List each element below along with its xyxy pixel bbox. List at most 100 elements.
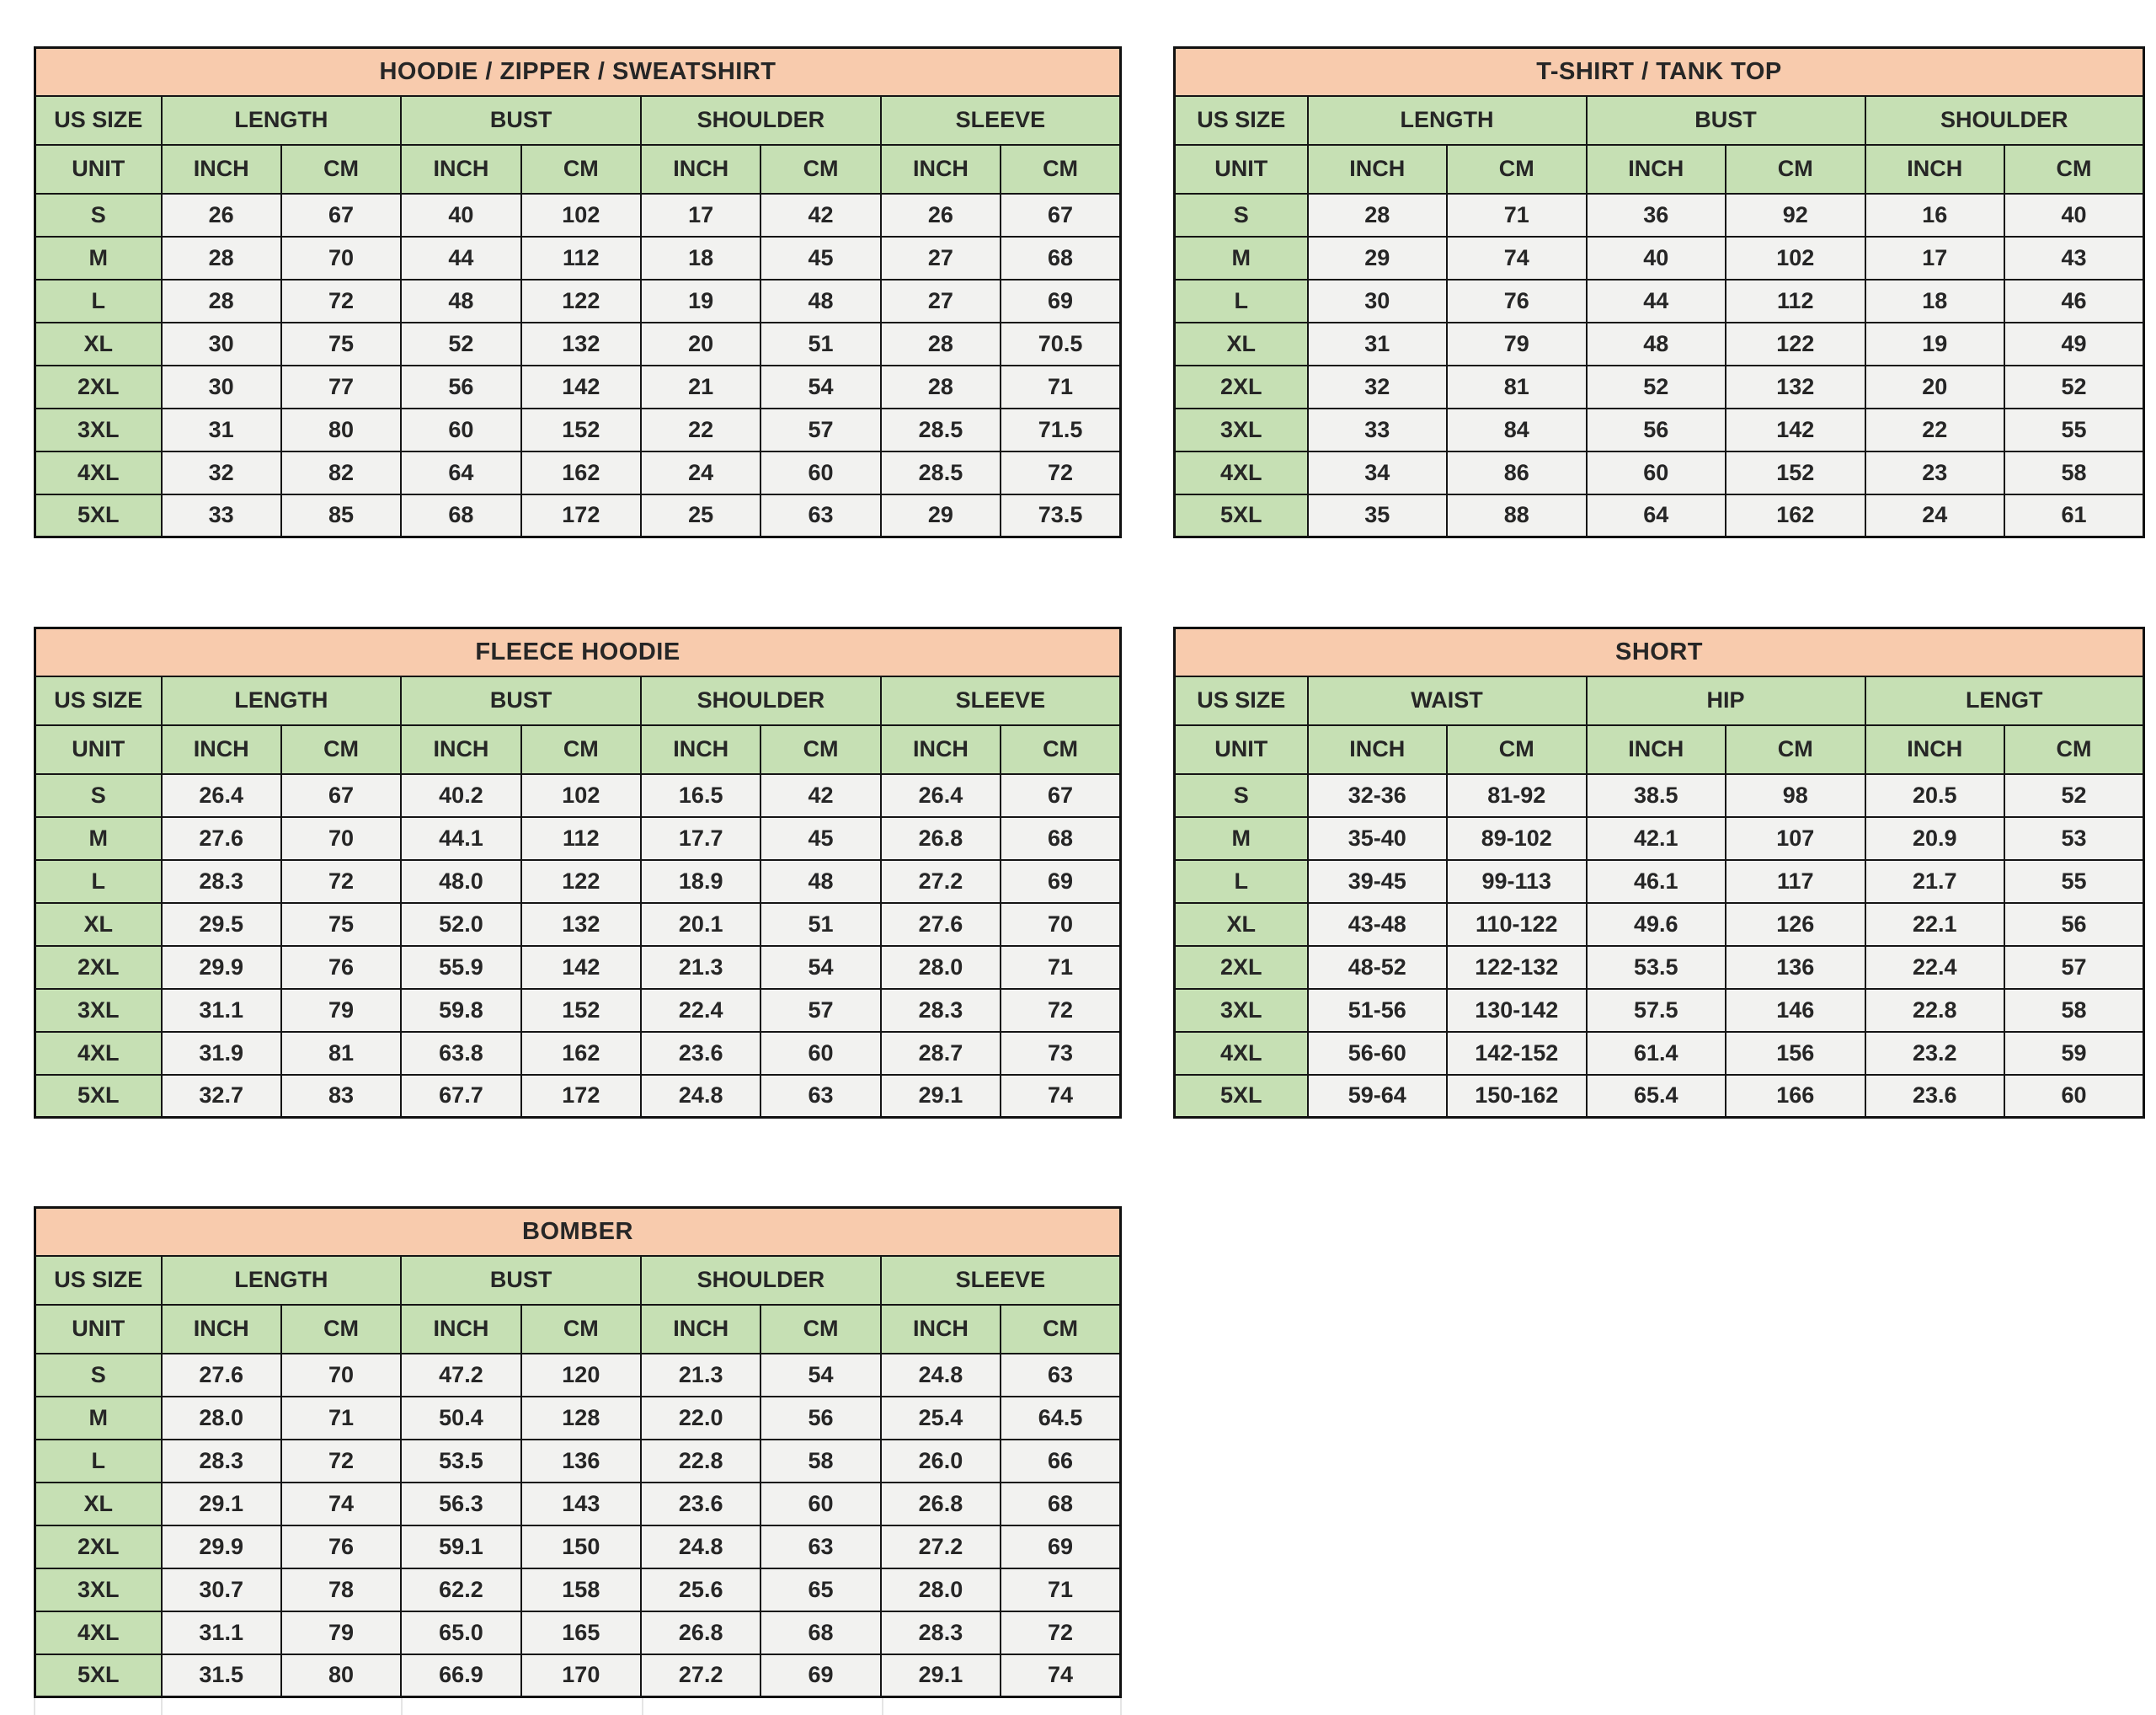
table-title: FLEECE HOODIE: [34, 627, 1122, 677]
value-cell: 26.4: [160, 772, 282, 818]
value-cell: 132: [1725, 364, 1866, 409]
table-row: 3XL 30.7 78 62.2 158 25.6 65 28.0 71: [34, 1567, 1122, 1612]
table-row: S 27.6 70 47.2 120 21.3 54 24.8 63: [34, 1352, 1122, 1397]
value-cell: 122: [1725, 321, 1866, 366]
size-cell: S: [34, 1352, 163, 1397]
value-cell: 79: [1446, 321, 1588, 366]
inch-header: INCH: [1306, 724, 1448, 775]
value-cell: 58: [2004, 450, 2145, 495]
value-cell: 66: [1000, 1438, 1122, 1483]
cm-header: CM: [1000, 724, 1122, 775]
value-cell: 28: [879, 321, 1002, 366]
inch-header: INCH: [639, 724, 762, 775]
value-cell: 22.8: [639, 1438, 762, 1483]
value-cell: 52: [2004, 772, 2145, 818]
table-short: SHORT US SIZE WAIST HIP LENGT UNIT INCH CM INCH C…: [1173, 627, 2145, 1119]
value-cell: 22.4: [1864, 944, 2005, 990]
group-header-sleeve: SLEEVE: [879, 675, 1122, 726]
value-cell: 172: [520, 1073, 643, 1119]
value-cell: 17.7: [639, 815, 762, 861]
value-cell: 57.5: [1585, 987, 1726, 1033]
group-header-lengt: LENGT: [1864, 675, 2145, 726]
value-cell: 28: [1306, 192, 1448, 238]
size-chart-table-bomber: BOMBER US SIZE LENGTH BUST SHOULDER SLEEVE UNI…: [34, 1206, 1122, 1698]
table-row: 5XL 33 85 68 172 25 63 29 73.5: [34, 493, 1122, 538]
value-cell: 27: [879, 278, 1002, 323]
value-cell: 126: [1725, 901, 1866, 947]
value-cell: 77: [280, 364, 403, 409]
value-cell: 67.7: [400, 1073, 522, 1119]
value-cell: 40: [1585, 235, 1726, 280]
value-cell: 79: [280, 1610, 403, 1655]
table-row: 4XL 34 86 60 152 23 58: [1173, 450, 2145, 495]
value-cell: 76: [280, 944, 403, 990]
value-cell: 67: [280, 772, 403, 818]
value-cell: 45: [760, 235, 882, 280]
value-cell: 48: [1585, 321, 1726, 366]
value-cell: 18: [1864, 278, 2005, 323]
unit-header: UNIT: [1173, 143, 1309, 195]
value-cell: 71: [1000, 944, 1122, 990]
table-row: L 39-45 99-113 46.1 117 21.7 55: [1173, 858, 2145, 904]
value-cell: 162: [520, 450, 643, 495]
value-cell: 54: [760, 944, 882, 990]
value-cell: 64: [1585, 493, 1726, 538]
value-cell: 20.9: [1864, 815, 2005, 861]
group-header-bust: BUST: [400, 675, 642, 726]
value-cell: 61: [2004, 493, 2145, 538]
value-cell: 27.6: [879, 901, 1002, 947]
value-cell: 65.0: [400, 1610, 522, 1655]
cm-header: CM: [280, 1303, 403, 1354]
table-row: 3XL 31.1 79 59.8 152 22.4 57 28.3 72: [34, 987, 1122, 1033]
value-cell: 63: [760, 1073, 882, 1119]
cm-header: CM: [280, 143, 403, 195]
value-cell: 142: [520, 364, 643, 409]
value-cell: 33: [1306, 407, 1448, 452]
group-header-bust: BUST: [400, 1254, 642, 1306]
value-cell: 73.5: [1000, 493, 1122, 538]
value-cell: 27.2: [879, 1524, 1002, 1569]
value-cell: 27: [879, 235, 1002, 280]
size-cell: L: [34, 858, 163, 904]
value-cell: 56: [400, 364, 522, 409]
value-cell: 56.3: [400, 1481, 522, 1526]
value-cell: 86: [1446, 450, 1588, 495]
table-row: XL 29.1 74 56.3 143 23.6 60 26.8 68: [34, 1481, 1122, 1526]
value-cell: 20: [1864, 364, 2005, 409]
value-cell: 166: [1725, 1073, 1866, 1119]
value-cell: 64.5: [1000, 1395, 1122, 1440]
value-cell: 44.1: [400, 815, 522, 861]
value-cell: 79: [280, 987, 403, 1033]
table-row: M 28 70 44 112 18 45 27 68: [34, 235, 1122, 280]
us-size-header: US SIZE: [34, 1254, 163, 1306]
value-cell: 122: [520, 278, 643, 323]
value-cell: 99-113: [1446, 858, 1588, 904]
size-cell: S: [34, 772, 163, 818]
value-cell: 22.1: [1864, 901, 2005, 947]
value-cell: 26.0: [879, 1438, 1002, 1483]
value-cell: 24.8: [639, 1524, 762, 1569]
value-cell: 48-52: [1306, 944, 1448, 990]
value-cell: 29: [879, 493, 1002, 538]
value-cell: 46: [2004, 278, 2145, 323]
size-cell: 5XL: [1173, 1073, 1309, 1119]
value-cell: 48: [760, 278, 882, 323]
inch-header: INCH: [400, 143, 522, 195]
value-cell: 132: [520, 321, 643, 366]
group-header-row: US SIZE LENGTH BUST SHOULDER SLEEVE: [34, 1254, 1122, 1306]
value-cell: 59.1: [400, 1524, 522, 1569]
value-cell: 29.5: [160, 901, 282, 947]
group-header-row: US SIZE LENGTH BUST SHOULDER SLEEVE: [34, 675, 1122, 726]
value-cell: 40.2: [400, 772, 522, 818]
value-cell: 52.0: [400, 901, 522, 947]
value-cell: 81-92: [1446, 772, 1588, 818]
value-cell: 42: [760, 192, 882, 238]
table-row: L 28.3 72 53.5 136 22.8 58 26.0 66: [34, 1438, 1122, 1483]
value-cell: 62.2: [400, 1567, 522, 1612]
table-title: SHORT: [1173, 627, 2145, 677]
inch-header: INCH: [639, 143, 762, 195]
table-row: 5XL 32.7 83 67.7 172 24.8 63 29.1 74: [34, 1073, 1122, 1119]
value-cell: 67: [1000, 772, 1122, 818]
size-cell: 4XL: [1173, 450, 1309, 495]
value-cell: 80: [280, 1653, 403, 1698]
